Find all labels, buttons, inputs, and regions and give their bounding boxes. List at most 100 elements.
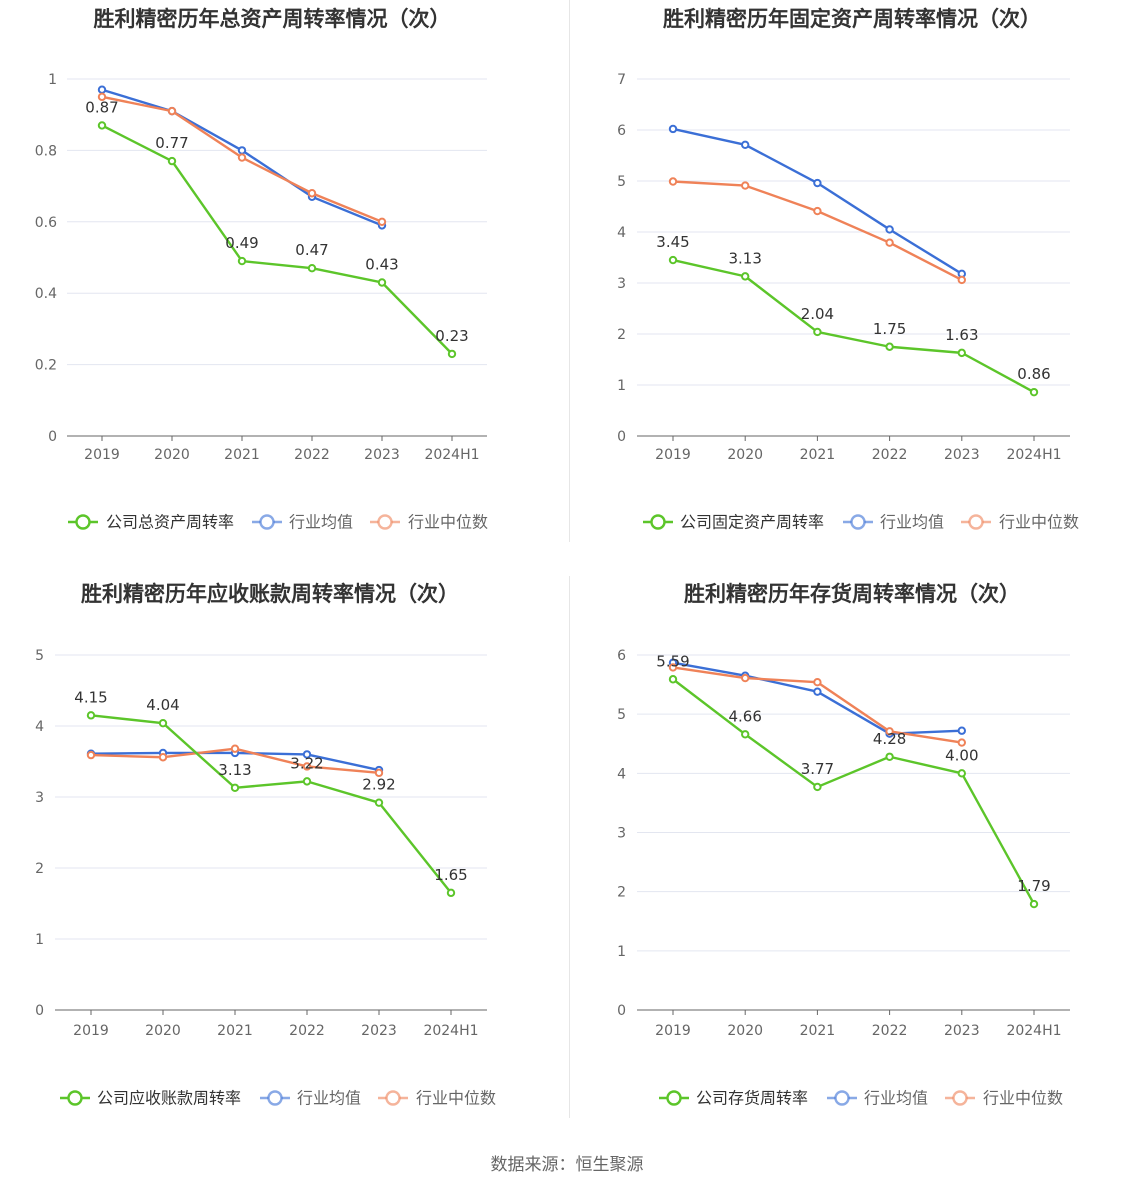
data-point-median[interactable] bbox=[668, 177, 678, 186]
data-point-company[interactable] bbox=[813, 327, 822, 337]
data-point-company[interactable] bbox=[86, 711, 96, 720]
data-point-company[interactable] bbox=[374, 798, 384, 807]
data-point-company[interactable] bbox=[885, 752, 894, 761]
legend-item-avg[interactable]: 行业均值 bbox=[252, 513, 353, 532]
data-point-median[interactable] bbox=[230, 744, 240, 753]
chart-title: 胜利精密历年存货周转率情况（次） bbox=[684, 582, 1020, 606]
data-point-median[interactable] bbox=[377, 217, 387, 227]
data-label: 0.49 bbox=[225, 234, 258, 252]
legend-item-median[interactable]: 行业中位数 bbox=[370, 513, 488, 532]
data-point-median[interactable] bbox=[957, 738, 966, 747]
svg-text:公司固定资产周转率: 公司固定资产周转率 bbox=[680, 513, 824, 532]
data-point-median[interactable] bbox=[167, 106, 177, 116]
legend-item-company[interactable]: 公司固定资产周转率 bbox=[643, 513, 824, 532]
data-point-median[interactable] bbox=[741, 181, 750, 190]
y-tick-label: 0.8 bbox=[35, 143, 57, 159]
data-point-company[interactable] bbox=[237, 256, 247, 266]
data-point-avg[interactable] bbox=[97, 85, 107, 94]
data-point-avg[interactable] bbox=[885, 225, 894, 234]
data-point-median[interactable] bbox=[813, 206, 822, 216]
legend-item-median[interactable]: 行业中位数 bbox=[378, 1089, 496, 1108]
data-point-median[interactable] bbox=[237, 153, 247, 162]
legend-item-company[interactable]: 公司总资产周转率 bbox=[68, 513, 234, 532]
data-point-company[interactable] bbox=[302, 777, 312, 786]
data-point-company[interactable] bbox=[307, 264, 317, 273]
data-label: 0.87 bbox=[85, 98, 118, 116]
data-label: 3.22 bbox=[290, 754, 323, 772]
data-point-median[interactable] bbox=[158, 753, 168, 762]
data-label: 3.77 bbox=[801, 760, 834, 778]
data-point-avg[interactable] bbox=[813, 687, 822, 696]
y-tick-label: 6 bbox=[617, 648, 626, 664]
data-label: 0.23 bbox=[435, 327, 468, 345]
data-point-company[interactable] bbox=[446, 888, 456, 898]
y-tick-label: 0.2 bbox=[35, 358, 57, 374]
data-point-company[interactable] bbox=[813, 782, 822, 792]
data-point-company[interactable] bbox=[230, 783, 240, 792]
svg-text:公司总资产周转率: 公司总资产周转率 bbox=[106, 513, 234, 532]
data-point-company[interactable] bbox=[97, 121, 107, 130]
data-point-avg[interactable] bbox=[741, 140, 750, 149]
data-label: 1.65 bbox=[434, 866, 467, 884]
legend-item-avg[interactable]: 行业均值 bbox=[827, 1089, 928, 1108]
y-tick-label: 0.4 bbox=[35, 286, 57, 302]
data-point-median[interactable] bbox=[957, 275, 966, 285]
legend-item-avg[interactable]: 行业均值 bbox=[260, 1089, 361, 1108]
data-point-median[interactable] bbox=[813, 678, 822, 687]
legend-item-company[interactable]: 公司存货周转率 bbox=[659, 1089, 808, 1108]
data-point-company[interactable] bbox=[957, 348, 966, 358]
data-point-avg[interactable] bbox=[957, 726, 966, 735]
legend-item-company[interactable]: 公司应收账款周转率 bbox=[60, 1089, 241, 1108]
y-tick-label: 5 bbox=[617, 707, 626, 723]
data-label: 0.86 bbox=[1017, 365, 1050, 383]
data-point-company[interactable] bbox=[447, 349, 457, 359]
data-label: 3.13 bbox=[218, 761, 251, 779]
y-tick-label: 0 bbox=[617, 1003, 626, 1019]
data-point-company[interactable] bbox=[885, 342, 894, 351]
data-label: 4.00 bbox=[945, 746, 978, 764]
x-tick-label: 2023 bbox=[364, 447, 400, 463]
x-tick-label: 2024H1 bbox=[1006, 1023, 1061, 1039]
y-tick-label: 2 bbox=[35, 861, 44, 877]
data-point-avg[interactable] bbox=[302, 750, 312, 759]
data-point-median[interactable] bbox=[374, 768, 384, 778]
data-point-median[interactable] bbox=[668, 663, 678, 672]
series-line-company bbox=[101, 124, 453, 355]
data-point-company[interactable] bbox=[741, 272, 750, 281]
data-label: 1.79 bbox=[1017, 877, 1050, 895]
data-point-company[interactable] bbox=[957, 769, 966, 778]
legend-item-avg[interactable]: 行业均值 bbox=[843, 513, 944, 532]
data-point-company[interactable] bbox=[377, 278, 387, 287]
y-tick-label: 0 bbox=[617, 429, 626, 445]
data-point-median[interactable] bbox=[307, 189, 317, 198]
data-point-company[interactable] bbox=[167, 156, 177, 166]
data-point-company[interactable] bbox=[1029, 387, 1039, 397]
data-point-avg[interactable] bbox=[668, 124, 678, 134]
y-tick-label: 4 bbox=[617, 766, 626, 782]
legend-item-median[interactable]: 行业中位数 bbox=[945, 1089, 1063, 1108]
data-label: 3.45 bbox=[656, 233, 689, 251]
data-point-median[interactable] bbox=[885, 727, 894, 736]
data-point-company[interactable] bbox=[668, 675, 678, 684]
chart-svg: 胜利精密历年存货周转率情况（次） 0 1 2 3 4 5 6 2019 2020 2021 2022 2… bbox=[617, 582, 1070, 1108]
y-tick-label: 6 bbox=[617, 123, 626, 139]
data-point-company[interactable] bbox=[1029, 899, 1039, 909]
data-point-median[interactable] bbox=[86, 750, 96, 760]
data-label: 4.28 bbox=[873, 730, 906, 748]
x-tick-label: 2024H1 bbox=[424, 447, 479, 463]
data-point-company[interactable] bbox=[741, 730, 750, 739]
chart-svg: 胜利精密历年总资产周转率情况（次） 0 0.2 0.4 0.6 0.8 1 2019 2020 2… bbox=[35, 7, 488, 532]
chart-panel-inventory-turnover: 胜利精密历年存货周转率情况（次） 0 1 2 3 4 5 6 2019 2020 2021 2022 2… bbox=[567, 576, 1134, 1152]
data-point-company[interactable] bbox=[158, 718, 168, 728]
legend-item-median[interactable]: 行业中位数 bbox=[961, 513, 1079, 532]
data-point-median[interactable] bbox=[741, 673, 750, 683]
data-point-median[interactable] bbox=[302, 762, 312, 771]
data-point-avg[interactable] bbox=[237, 146, 247, 155]
data-point-median[interactable] bbox=[885, 238, 894, 247]
data-point-median[interactable] bbox=[97, 92, 107, 102]
data-label: 2.92 bbox=[362, 776, 395, 794]
x-tick-label: 2021 bbox=[224, 447, 260, 463]
data-label: 0.43 bbox=[365, 255, 398, 273]
data-point-avg[interactable] bbox=[813, 178, 822, 188]
data-point-company[interactable] bbox=[668, 255, 678, 265]
